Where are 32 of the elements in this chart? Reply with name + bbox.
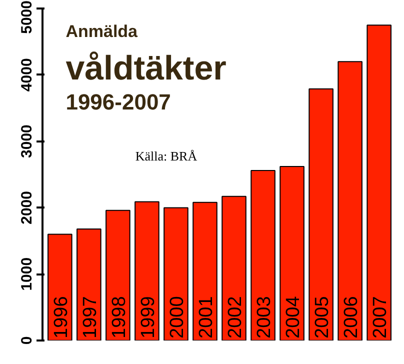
x-tick-label: 2002	[225, 296, 246, 338]
x-tick-label: 2005	[312, 296, 334, 338]
x-tick-label: 1996	[50, 296, 72, 338]
bar	[192, 202, 218, 340]
x-tick-label: 2001	[196, 296, 217, 338]
x-tick-label: 1997	[80, 296, 101, 338]
annotation: Källa: BRÅ	[135, 148, 198, 164]
text: Anmälda våldtäkter 1996-2007	[66, 22, 226, 114]
bar	[164, 207, 188, 340]
y-tick-label: 2000	[18, 191, 36, 224]
bar	[106, 210, 130, 340]
bar	[76, 228, 102, 340]
x-tick-label: 2003	[254, 296, 276, 338]
x-tick-label: 1998	[108, 296, 130, 338]
y-tick-label: 3000	[18, 124, 36, 158]
x-tick-label: 2000	[166, 296, 188, 338]
bar	[366, 24, 392, 340]
bar	[134, 201, 160, 340]
bar	[280, 166, 304, 340]
bar	[48, 234, 72, 340]
y-tick-label: 0	[18, 336, 36, 345]
bar	[308, 88, 334, 340]
x-tick-label: 1999	[138, 296, 159, 338]
bar	[222, 196, 246, 340]
x-tick-label: 2006	[341, 296, 362, 338]
bar	[250, 170, 276, 340]
y-tick-label: 4000	[18, 58, 36, 92]
x-tick-label: 2004	[283, 296, 304, 338]
bar	[338, 61, 362, 340]
y-tick-label: 1000	[18, 257, 36, 291]
y-tick-label: 5000	[18, 0, 36, 34]
x-tick-label: 2007	[370, 296, 392, 338]
